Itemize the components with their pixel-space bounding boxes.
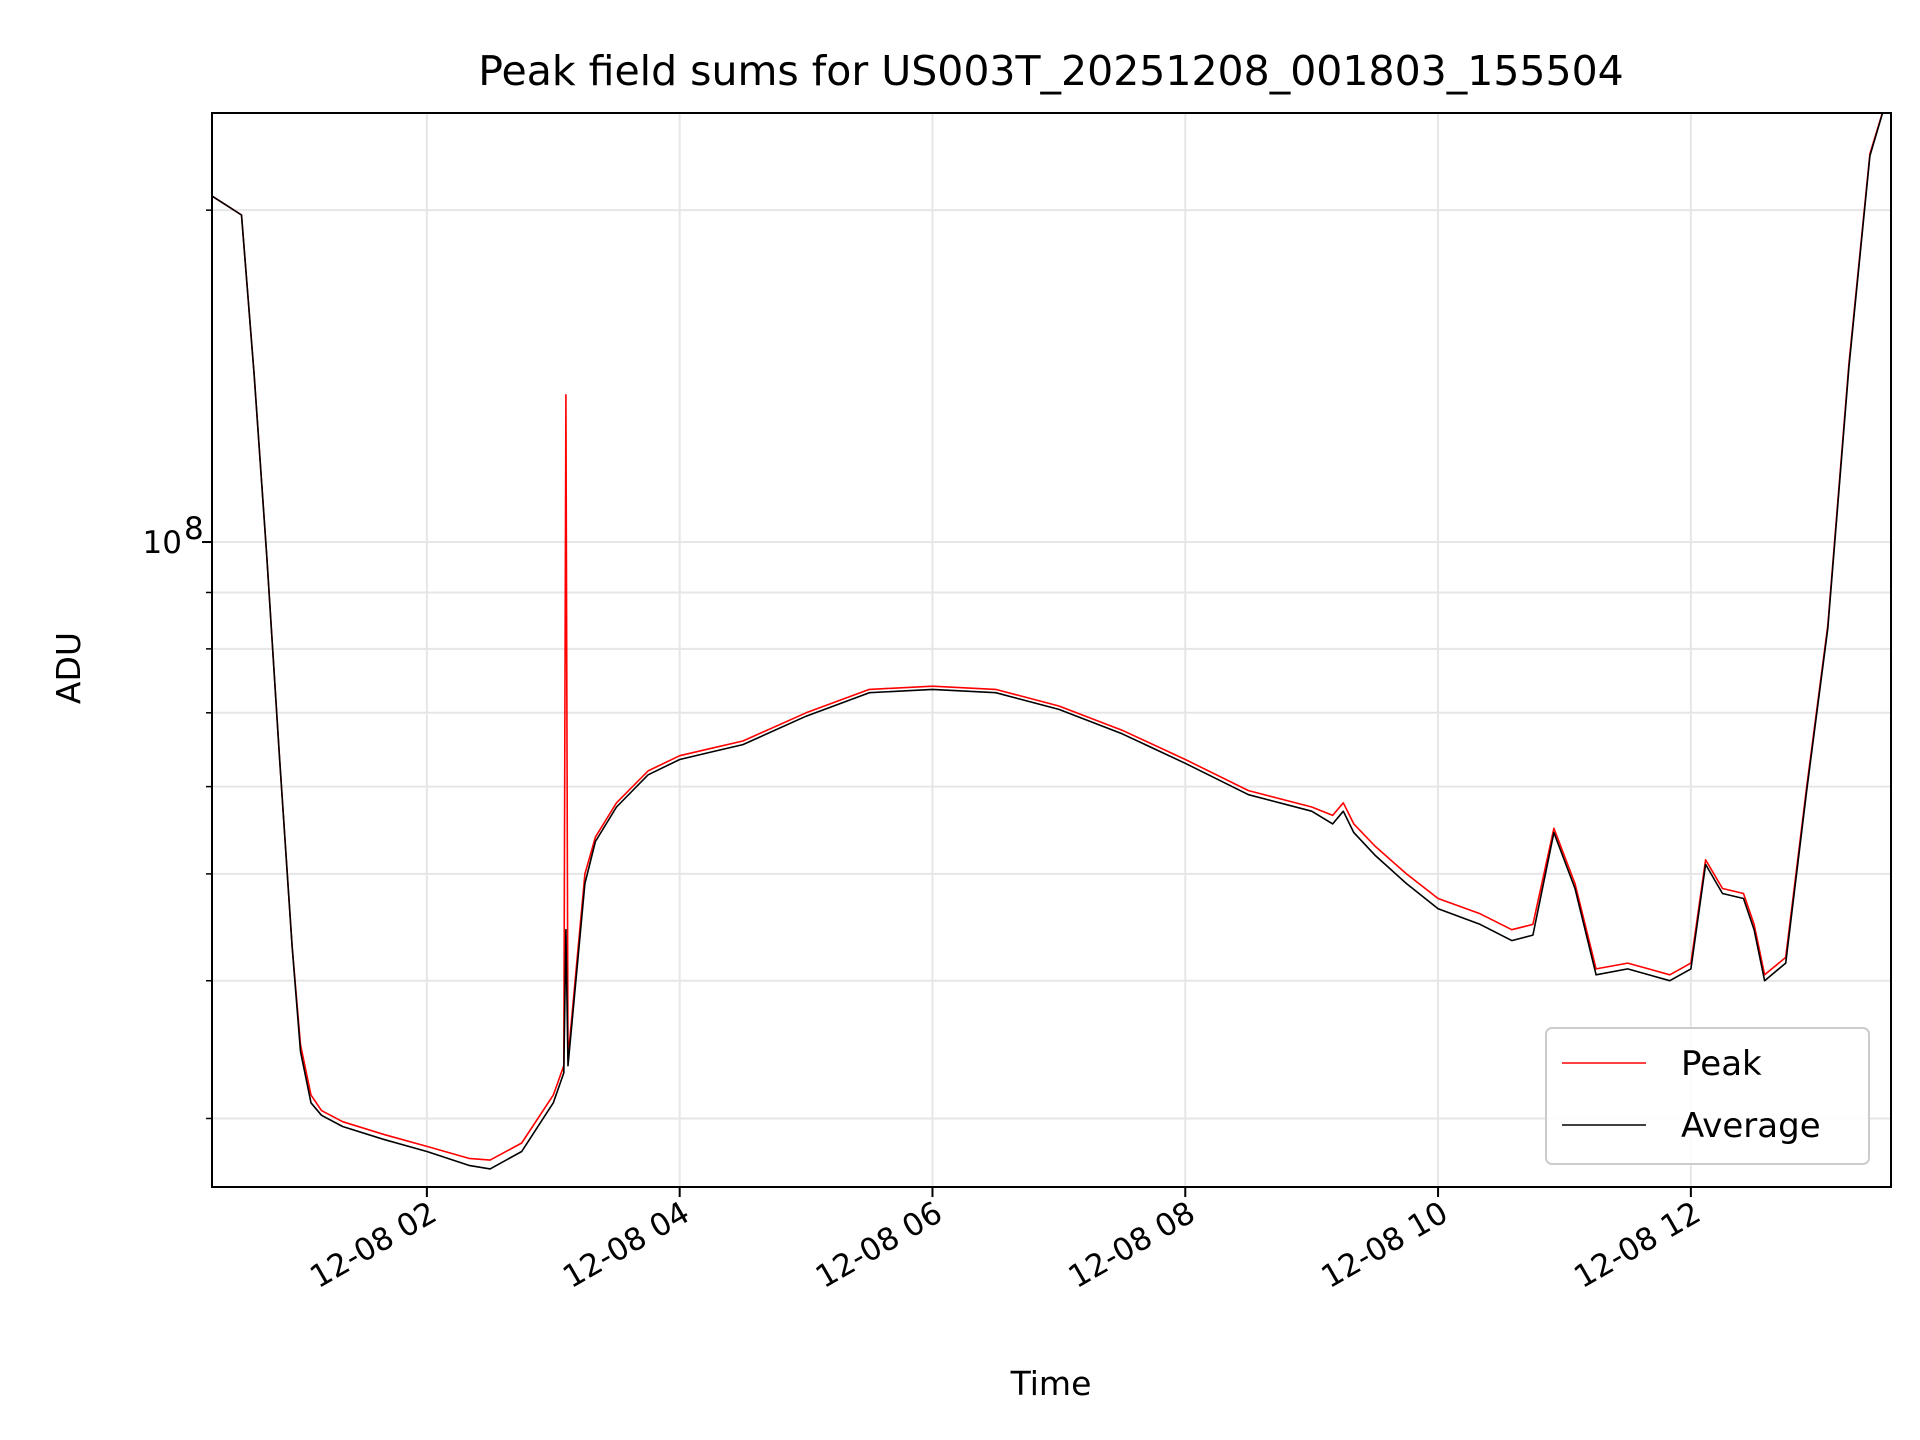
plot-frame — [211, 112, 1892, 1188]
series-layer — [212, 113, 1884, 1170]
legend-label-average: Average — [1681, 1106, 1821, 1146]
legend: Peak Average — [1545, 1027, 1870, 1165]
legend-label-peak: Peak — [1681, 1044, 1762, 1084]
legend-box — [1545, 1027, 1870, 1165]
x-axis-label: Time — [1010, 1364, 1092, 1403]
series-line-average — [212, 113, 1884, 1170]
y-axis: 10 8 — [143, 209, 212, 1120]
y-tick-label-0: 10 — [143, 525, 182, 561]
grid — [212, 113, 1891, 1187]
y-tick-exponent-0: 8 — [184, 511, 204, 547]
y-axis-label: ADU — [49, 632, 88, 704]
chart-title: Peak field sums for US003T_20251208_0018… — [478, 47, 1624, 95]
